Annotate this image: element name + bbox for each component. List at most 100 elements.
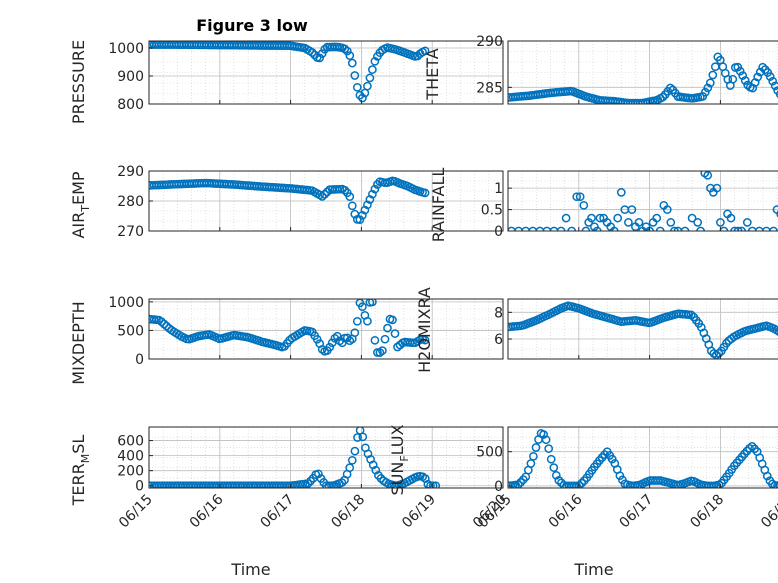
data-point xyxy=(363,81,372,91)
data-point xyxy=(347,455,357,465)
data-point xyxy=(728,74,738,84)
data-point xyxy=(345,463,355,473)
data-point xyxy=(714,348,724,358)
data-point xyxy=(340,185,350,195)
data-point xyxy=(762,471,772,481)
data-point xyxy=(370,335,380,345)
data-point xyxy=(579,200,589,210)
data-point xyxy=(350,328,360,338)
subplot-pressure: 800 900 1000 xyxy=(108,40,504,113)
data-point xyxy=(705,78,715,88)
data-point xyxy=(708,70,718,80)
data-point xyxy=(546,454,556,464)
data-point xyxy=(358,93,367,103)
series-markers xyxy=(508,52,778,104)
data-point xyxy=(616,188,626,197)
data-point xyxy=(753,72,763,82)
grid-lines xyxy=(508,427,778,488)
data-point xyxy=(666,218,676,227)
data-point xyxy=(561,213,571,223)
y-tick-label: 0 xyxy=(135,479,144,495)
y-tick-label: 500 xyxy=(117,323,144,339)
data-point xyxy=(595,213,605,223)
data-point xyxy=(375,348,385,357)
data-point xyxy=(337,338,347,348)
data-point xyxy=(378,346,387,355)
axes-frame xyxy=(507,426,778,489)
series-markers xyxy=(149,427,441,488)
subplot-rainfall: 00.51 xyxy=(481,170,778,240)
y-tick-label: 0 xyxy=(135,352,144,368)
data-point xyxy=(389,480,399,488)
series-markers xyxy=(508,301,778,359)
data-point xyxy=(703,83,713,93)
data-point xyxy=(529,451,538,461)
ylabel-theta: THETA xyxy=(423,48,442,100)
data-point xyxy=(325,342,335,352)
y-tick-label: 1 xyxy=(494,181,503,197)
data-point xyxy=(383,323,392,333)
data-point xyxy=(706,183,715,193)
y-tick-label: 1000 xyxy=(108,41,144,57)
data-point xyxy=(634,218,644,227)
data-point xyxy=(353,433,362,442)
data-point xyxy=(516,477,526,487)
ylabel-h2omixra: H2OMIXRA xyxy=(415,287,434,373)
data-point xyxy=(726,213,736,223)
data-point xyxy=(722,338,731,348)
data-point xyxy=(327,338,337,348)
axes-frame xyxy=(148,426,504,489)
data-point xyxy=(342,46,352,56)
data-point xyxy=(607,454,617,464)
grid-lines xyxy=(508,171,778,231)
data-point xyxy=(350,71,360,80)
series-markers xyxy=(149,41,430,103)
data-point xyxy=(735,66,745,76)
data-point xyxy=(742,218,752,227)
data-point xyxy=(350,446,360,456)
data-point xyxy=(365,299,375,307)
y-tick-label: 290 xyxy=(117,164,144,180)
axes-frame xyxy=(148,298,504,360)
ylabel-air-temp: AIRTEMP xyxy=(69,171,92,238)
data-point xyxy=(574,481,584,488)
y-tick-label: 900 xyxy=(117,69,144,85)
data-point xyxy=(572,192,582,202)
data-point xyxy=(712,183,722,193)
data-point xyxy=(758,62,768,72)
data-point xyxy=(768,76,778,86)
data-point xyxy=(159,319,169,329)
data-point xyxy=(420,188,430,198)
data-point xyxy=(340,44,350,54)
data-point xyxy=(320,189,330,199)
y-tick-label: 8 xyxy=(494,305,503,321)
data-point xyxy=(345,192,355,201)
data-point xyxy=(740,76,750,85)
data-point xyxy=(687,213,697,223)
data-point xyxy=(317,344,327,354)
ylabel-rainfall: RAINFALL xyxy=(429,168,448,243)
data-point xyxy=(577,478,587,488)
data-point xyxy=(652,213,662,223)
data-point xyxy=(426,481,435,488)
y-tick-label: 6 xyxy=(494,332,503,348)
data-point xyxy=(365,73,375,83)
data-point xyxy=(658,92,668,102)
xlabel-right: Time xyxy=(573,560,613,579)
data-point xyxy=(303,479,313,488)
data-point xyxy=(686,310,696,320)
axes-frame xyxy=(507,298,778,360)
data-point xyxy=(627,205,637,214)
y-tick-label: 270 xyxy=(117,224,144,240)
data-point xyxy=(624,218,633,227)
data-point xyxy=(337,478,347,487)
data-point xyxy=(380,334,390,344)
data-point xyxy=(587,213,596,223)
ylabel-pressure: PRESSURE xyxy=(69,40,88,124)
y-tick-label: 200 xyxy=(117,464,144,480)
axes-frame xyxy=(507,40,778,105)
data-point xyxy=(775,90,778,98)
y-tick-label: 290 xyxy=(476,34,503,50)
data-point xyxy=(776,210,778,218)
